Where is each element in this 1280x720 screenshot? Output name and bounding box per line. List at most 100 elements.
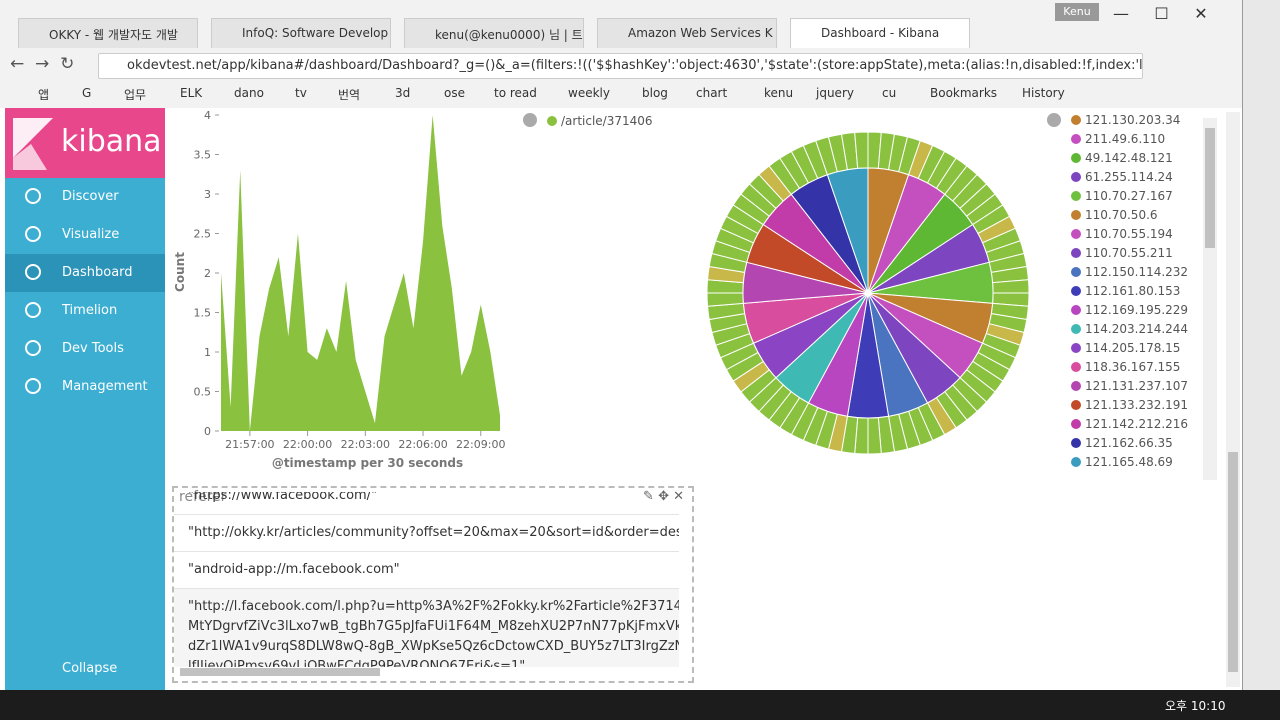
tab[interactable]: Amazon Web Services K: [597, 18, 777, 48]
outer-ring: [907, 140, 934, 180]
nav-item[interactable]: Dashboard: [5, 254, 165, 292]
legend-swatch: [1071, 134, 1081, 144]
collapse-label: Collapse: [62, 661, 118, 676]
legend-label: 121.165.48.69: [1085, 455, 1173, 469]
pie-slice: [775, 292, 869, 404]
outer-ring: [740, 183, 777, 217]
bookmark[interactable]: to read: [494, 86, 537, 100]
nav-item[interactable]: Dev Tools: [5, 330, 165, 368]
legend-label: 114.205.178.15: [1085, 341, 1180, 355]
address-bar[interactable]: okdevtest.net/app/kibana#/dashboard/Dash…: [98, 53, 1143, 79]
outer-ring: [877, 132, 896, 171]
pie-slice: [807, 292, 869, 417]
bookmark[interactable]: Bookmarks: [930, 86, 998, 100]
bookmark[interactable]: 번역: [338, 88, 361, 102]
outer-ring: [971, 351, 1011, 382]
legend-label: 110.70.55.194: [1085, 227, 1173, 241]
legend-swatch: [1071, 153, 1081, 163]
outer-ring: [854, 131, 869, 169]
outer-ring: [992, 279, 1030, 294]
outer-ring: [951, 173, 988, 210]
outer-ring: [732, 193, 771, 226]
bookmark[interactable]: History: [1022, 86, 1065, 100]
y-tick-label: 1.5: [194, 307, 212, 320]
outer-ring: [985, 323, 1025, 346]
outer-ring: [867, 417, 882, 455]
legend-label: 110.70.50.6: [1085, 208, 1158, 222]
pie-slice: [867, 292, 929, 417]
panel-actions[interactable]: ✎ ✥ ✕: [643, 489, 684, 504]
legend-label: 114.203.214.244: [1085, 322, 1188, 336]
nav-icon: [25, 302, 41, 318]
legend-scrollbar[interactable]: [1203, 118, 1217, 480]
tab[interactable]: OKKY - 웹 개발자도 개발: [18, 18, 198, 48]
nav-item[interactable]: Discover: [5, 178, 165, 216]
outer-ring: [740, 369, 777, 403]
bookmark[interactable]: ose: [444, 86, 465, 100]
outer-ring: [715, 332, 755, 359]
bookmark[interactable]: tv: [295, 86, 307, 100]
nav-item[interactable]: Management: [5, 368, 165, 406]
legend-label: 112.150.114.232: [1085, 265, 1188, 279]
collapse[interactable]: Collapse: [5, 650, 165, 688]
bookmark[interactable]: jquery: [816, 86, 854, 100]
bookmark[interactable]: 앱: [38, 88, 50, 102]
window-controls[interactable]: — ☐ ✕: [1113, 4, 1208, 23]
bookmark[interactable]: kenu: [764, 86, 794, 100]
bookmark[interactable]: chart: [696, 86, 728, 100]
tab[interactable]: kenu(@kenu0000) 님 | 트: [404, 18, 584, 48]
legend-label: 110.70.55.211: [1085, 246, 1173, 260]
pie-slice: [867, 292, 984, 379]
area: [221, 115, 500, 431]
legend-label: 118.36.167.155: [1085, 360, 1180, 374]
outer-ring: [711, 240, 751, 263]
bookmark[interactable]: dano: [234, 86, 264, 100]
outer-ring: [887, 413, 909, 453]
bookmark[interactable]: 업무: [124, 88, 147, 102]
pie-slice: [742, 292, 869, 344]
outer-ring: [917, 144, 946, 184]
logo-icon: [13, 118, 53, 170]
bookmark[interactable]: weekly: [568, 86, 610, 100]
legend-swatch: [1071, 457, 1081, 467]
user-badge[interactable]: Kenu: [1055, 3, 1099, 21]
outer-ring: [790, 402, 819, 442]
legend-label: 112.161.80.153: [1085, 284, 1180, 298]
outer-ring: [971, 204, 1011, 235]
pie-slice: [742, 261, 869, 304]
outer-ring: [959, 369, 996, 403]
x-tick-label: 21:57:00: [225, 438, 274, 451]
bookmark[interactable]: blog: [642, 86, 668, 100]
page-scrollbar[interactable]: [1226, 112, 1240, 687]
nav-item[interactable]: Visualize: [5, 216, 165, 254]
bookmark[interactable]: 3d: [395, 86, 411, 100]
logo[interactable]: kibana: [5, 108, 165, 178]
legend-label: 49.142.48.121: [1085, 151, 1173, 165]
pie-slice: [746, 223, 869, 294]
outer-ring: [935, 157, 968, 196]
tab[interactable]: Dashboard - Kibana: [790, 18, 970, 48]
outer-ring: [719, 215, 759, 244]
nav-label: Dashboard: [62, 265, 133, 280]
tab[interactable]: InfoQ: Software Develop: [211, 18, 391, 48]
nav-buttons[interactable]: ← → ↻: [10, 54, 75, 74]
bookmark[interactable]: G: [82, 86, 92, 100]
nav-item[interactable]: Timelion: [5, 292, 165, 330]
outer-ring: [827, 413, 849, 453]
table-row: "http://l.facebook.com/l.php?u=http%3A%2…: [174, 589, 679, 667]
legend-swatch: [1071, 191, 1081, 201]
legend-swatch: [1071, 210, 1081, 220]
legend-swatch: [1071, 438, 1081, 448]
outer-ring: [706, 292, 744, 307]
outer-ring: [985, 240, 1025, 263]
bookmark[interactable]: ELK: [180, 86, 203, 100]
legend-swatch: [1071, 286, 1081, 296]
outer-ring: [815, 136, 838, 176]
h-scroll[interactable]: [180, 668, 380, 676]
outer-ring: [708, 252, 748, 274]
y-tick-label: 0: [204, 425, 211, 438]
panel-title: referer: [179, 489, 227, 505]
bookmark[interactable]: cu: [882, 86, 897, 100]
outer-ring: [992, 292, 1030, 307]
